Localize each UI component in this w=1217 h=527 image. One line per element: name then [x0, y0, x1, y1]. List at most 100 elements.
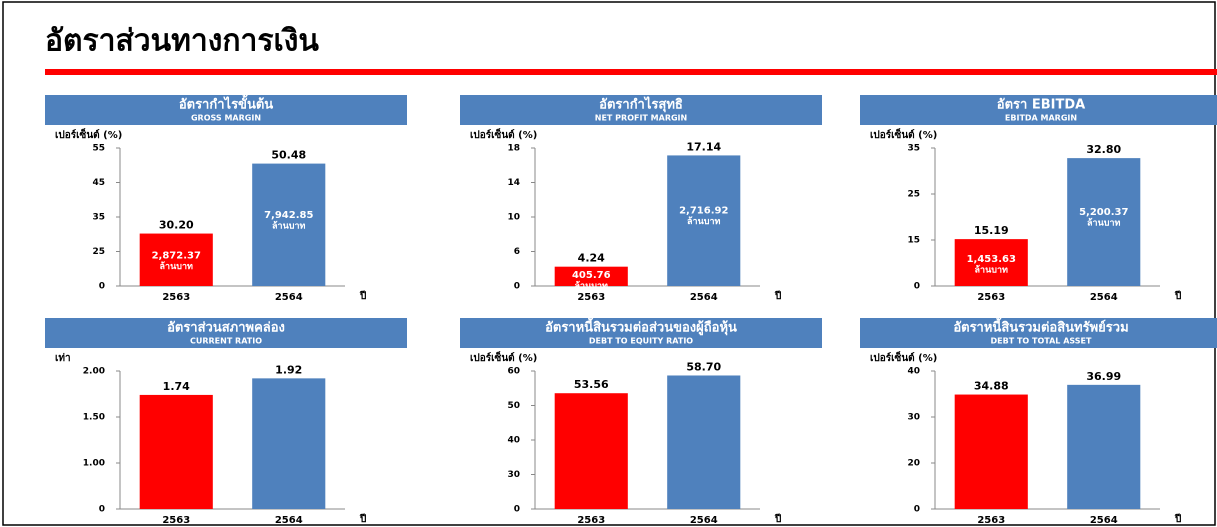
y-tick-label: 10 — [507, 213, 520, 223]
value-label: 4.24 — [578, 252, 605, 265]
y-tick-label: 0 — [914, 282, 920, 292]
y-axis-label: เปอร์เซ็นต์ (%) — [870, 350, 937, 364]
value-label: 15.19 — [974, 224, 1009, 237]
y-tick-label: 20 — [907, 459, 920, 469]
value-label: 36.99 — [1086, 370, 1121, 383]
x-tick-label: 2564 — [1090, 515, 1118, 526]
panel-header — [860, 318, 1217, 348]
x-tick-label: 2564 — [690, 515, 718, 526]
y-tick-label: 40 — [507, 436, 520, 446]
bar — [1067, 158, 1141, 286]
bar — [954, 239, 1028, 286]
y-axis-label: เปอร์เซ็นต์ (%) — [870, 127, 937, 141]
x-tick-label: 2563 — [162, 292, 190, 303]
y-tick-label: 2.00 — [83, 367, 105, 377]
x-tick-label: 2563 — [162, 515, 190, 526]
y-tick-label: 55 — [92, 144, 105, 154]
x-tick-label: 2564 — [275, 292, 303, 303]
y-tick-label: 0 — [99, 282, 105, 292]
x-axis-label: ปี — [774, 290, 781, 302]
panel-title: อัตรา EBITDA — [997, 98, 1085, 113]
panel-title: อัตราหนี้สินรวมต่อส่วนของผู้ถือหุ้น — [545, 317, 737, 336]
panel-header — [45, 318, 407, 348]
panel-subtitle: GROSS MARGIN — [191, 114, 261, 123]
slide-title: อัตราส่วนทางการเงิน — [45, 24, 319, 59]
panel-subtitle: NET PROFIT MARGIN — [595, 114, 687, 123]
panel-subtitle: DEBT TO EQUITY RATIO — [589, 337, 693, 346]
value-label: 1.92 — [275, 363, 302, 376]
bar-amount: 7,942.85 — [264, 210, 313, 221]
y-tick-label: 35 — [92, 213, 105, 223]
bar — [954, 394, 1028, 509]
bar-unit: ล้านบาท — [687, 216, 720, 227]
y-tick-label: 0 — [914, 505, 920, 515]
y-tick-label: 14 — [507, 178, 520, 188]
value-label: 50.48 — [271, 149, 306, 162]
bar — [667, 375, 741, 509]
panel-header — [460, 318, 822, 348]
bar-unit: ล้านบาท — [575, 280, 608, 291]
x-tick-label: 2564 — [275, 515, 303, 526]
y-axis-label: เปอร์เซ็นต์ (%) — [470, 127, 537, 141]
bar — [1067, 384, 1141, 509]
panel-header — [460, 95, 822, 125]
panel-title: อัตรากำไรสุทธิ — [599, 96, 683, 113]
bar-amount: 5,200.37 — [1079, 207, 1128, 218]
value-label: 58.70 — [686, 360, 721, 373]
value-label: 1.74 — [163, 380, 190, 393]
x-tick-label: 2563 — [977, 292, 1005, 303]
y-tick-label: 45 — [92, 178, 105, 188]
bar — [252, 163, 326, 286]
y-axis-label: เท่า — [55, 352, 71, 364]
bar — [139, 394, 213, 509]
bar — [139, 233, 213, 286]
y-tick-label: 6 — [514, 247, 520, 257]
panel-title: อัตราหนี้สินรวมต่อสินทรัพย์รวม — [953, 317, 1128, 336]
y-tick-label: 50 — [507, 401, 520, 411]
y-tick-label: 0 — [514, 282, 520, 292]
bar-unit: ล้านบาท — [160, 261, 193, 272]
panel-title: อัตราส่วนสภาพคล่อง — [167, 321, 285, 336]
x-tick-label: 2564 — [690, 292, 718, 303]
x-axis-label: ปี — [359, 513, 366, 525]
value-label: 30.20 — [159, 219, 194, 232]
panel-header — [860, 95, 1217, 125]
bar-amount: 2,716.92 — [679, 205, 728, 216]
bar-unit: ล้านบาท — [1087, 217, 1120, 228]
x-tick-label: 2563 — [577, 292, 605, 303]
value-label: 32.80 — [1086, 143, 1121, 156]
panel-title: อัตรากำไรขั้นต้น — [179, 94, 273, 113]
bar — [554, 393, 628, 509]
y-tick-label: 1.00 — [83, 459, 105, 469]
y-tick-label: 40 — [907, 367, 920, 377]
y-tick-label: 60 — [507, 367, 520, 377]
y-tick-label: 15 — [907, 236, 920, 246]
y-axis-label: เปอร์เซ็นต์ (%) — [470, 350, 537, 364]
x-tick-label: 2564 — [1090, 292, 1118, 303]
y-tick-label: 0 — [514, 505, 520, 515]
x-tick-label: 2563 — [577, 515, 605, 526]
x-axis-label: ปี — [359, 290, 366, 302]
x-tick-label: 2563 — [977, 515, 1005, 526]
panel-subtitle: EBITDA MARGIN — [1005, 114, 1077, 123]
x-axis-label: ปี — [1174, 290, 1181, 302]
y-axis-label: เปอร์เซ็นต์ (%) — [55, 127, 122, 141]
y-tick-label: 30 — [507, 470, 520, 480]
panel-header — [45, 95, 407, 125]
bar-amount: 2,872.37 — [152, 251, 201, 262]
title-rule — [45, 69, 1217, 75]
value-label: 17.14 — [686, 140, 721, 153]
panel-subtitle: DEBT TO TOTAL ASSET — [991, 337, 1092, 346]
y-tick-label: 0 — [99, 505, 105, 515]
bar — [554, 266, 628, 286]
bar-amount: 1,453.63 — [967, 254, 1016, 265]
bar-unit: ล้านบาท — [975, 264, 1008, 275]
y-tick-label: 35 — [907, 144, 920, 154]
y-tick-label: 30 — [907, 413, 920, 423]
x-axis-label: ปี — [1174, 513, 1181, 525]
bar-unit: ล้านบาท — [272, 221, 305, 232]
y-tick-label: 25 — [92, 247, 105, 257]
bar-amount: 405.76 — [572, 270, 611, 281]
value-label: 34.88 — [974, 380, 1009, 393]
